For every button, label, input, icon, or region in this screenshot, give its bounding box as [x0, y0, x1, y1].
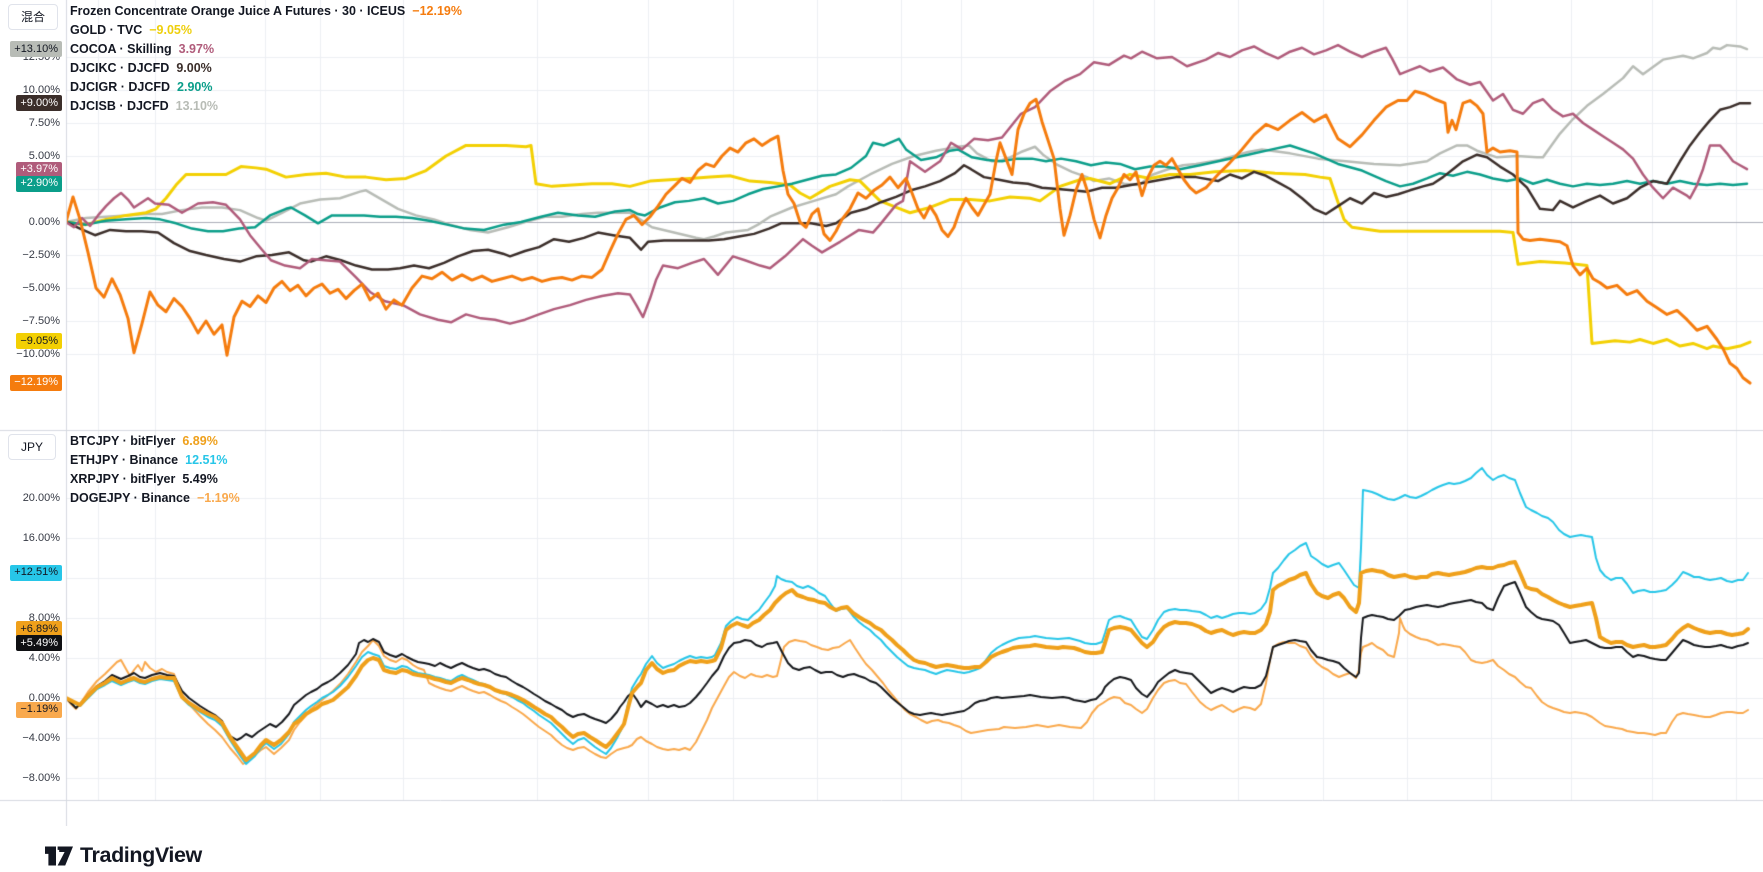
legend-value: 9.00%: [176, 61, 212, 75]
legend-symbol: BTCJPY · bitFlyer: [70, 434, 176, 448]
legend-item[interactable]: BTCJPY · bitFlyer 6.89%: [70, 432, 240, 451]
price-tick-label: 5.00%: [28, 150, 60, 162]
price-tick-label: −4.00%: [22, 732, 60, 744]
legend-item[interactable]: DOGEJPY · Binance −1.19%: [70, 489, 240, 508]
tradingview-icon: [45, 846, 73, 865]
legend-panel-1: Frozen Concentrate Orange Juice A Future…: [70, 2, 462, 116]
legend-item[interactable]: DJCIGR · DJCFD 2.90%: [70, 78, 462, 97]
price-tick-label: 7.50%: [28, 117, 60, 129]
legend-value: 2.90%: [177, 80, 213, 94]
price-badge: +12.51%: [10, 564, 62, 581]
time-axis[interactable]: 21232526273月45679111213141718192021: [0, 801, 1763, 826]
legend-item[interactable]: Frozen Concentrate Orange Juice A Future…: [70, 2, 462, 21]
price-tick-label: 0.00%: [28, 216, 60, 228]
price-tick-label: −5.00%: [22, 282, 60, 294]
legend-symbol: DJCISB · DJCFD: [70, 99, 169, 113]
price-badge: +5.49%: [16, 635, 62, 652]
legend-symbol: COCOA · Skilling: [70, 42, 172, 56]
legend-value: 6.89%: [182, 434, 218, 448]
tradingview-logo-text: TradingView: [80, 843, 202, 867]
price-tick-label: −10.00%: [16, 348, 60, 360]
panel-unit-box-jpy[interactable]: JPY: [8, 434, 57, 460]
legend-symbol: DJCIGR · DJCFD: [70, 80, 171, 94]
legend-symbol: Frozen Concentrate Orange Juice A Future…: [70, 4, 406, 18]
price-tick-label: 10.00%: [22, 84, 60, 96]
panel-unit-box-mixed[interactable]: 混合: [8, 4, 59, 30]
legend-item[interactable]: ETHJPY · Binance 12.51%: [70, 451, 240, 470]
price-tick-label: 20.00%: [22, 492, 60, 504]
legend-item[interactable]: XRPJPY · bitFlyer 5.49%: [70, 470, 240, 489]
price-tick-label: 16.00%: [22, 532, 60, 544]
legend-symbol: GOLD · TVC: [70, 23, 143, 37]
price-badge: +6.89%: [16, 621, 62, 638]
legend-value: −1.19%: [196, 491, 240, 505]
price-badge: −1.19%: [16, 701, 62, 718]
price-tick-label: 4.00%: [28, 652, 60, 664]
price-tick-label: −2.50%: [22, 249, 60, 261]
price-badge: +3.97%: [16, 161, 62, 178]
legend-item[interactable]: DJCIKC · DJCFD 9.00%: [70, 59, 462, 78]
price-badge: −9.05%: [16, 333, 62, 350]
price-chart-canvas[interactable]: [0, 0, 1763, 826]
legend-value: 5.49%: [182, 472, 218, 486]
price-badge: +2.90%: [16, 175, 62, 192]
price-tick-label: −7.50%: [22, 315, 60, 327]
price-badge: +13.10%: [10, 41, 62, 58]
legend-symbol: DJCIKC · DJCFD: [70, 61, 170, 75]
legend-item[interactable]: GOLD · TVC −9.05%: [70, 21, 462, 40]
price-tick-label: 8.00%: [28, 612, 60, 624]
legend-value: 3.97%: [178, 42, 215, 56]
price-tick-label: −8.00%: [22, 772, 60, 784]
price-badge: +9.00%: [16, 95, 62, 112]
legend-value: 12.51%: [185, 453, 228, 467]
legend-value: −9.05%: [149, 23, 192, 37]
legend-item[interactable]: COCOA · Skilling 3.97%: [70, 40, 462, 59]
legend-value: −12.19%: [412, 4, 462, 18]
legend-symbol: DOGEJPY · Binance: [70, 491, 190, 505]
legend-value: 13.10%: [175, 99, 219, 113]
tradingview-logo[interactable]: TradingView: [45, 843, 202, 868]
legend-symbol: XRPJPY · bitFlyer: [70, 472, 176, 486]
price-badge: −12.19%: [10, 374, 62, 391]
price-tick-label: 0.00%: [28, 692, 60, 704]
legend-item[interactable]: DJCISB · DJCFD 13.10%: [70, 97, 462, 116]
legend-symbol: ETHJPY · Binance: [70, 453, 179, 467]
legend-panel-2: BTCJPY · bitFlyer 6.89% ETHJPY · Binance 12…: [70, 432, 240, 508]
